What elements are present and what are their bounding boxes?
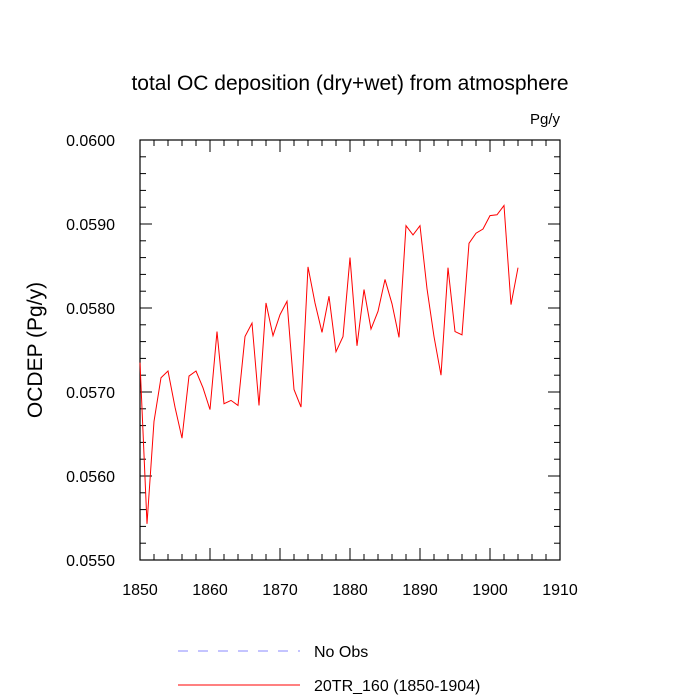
series-layer	[139, 204, 519, 524]
units-label: Pg/y	[530, 111, 561, 128]
y-tick-label: 0.0580	[66, 301, 115, 318]
x-tick-label: 1870	[262, 582, 298, 599]
chart-title: total OC deposition (dry+wet) from atmos…	[131, 72, 568, 95]
legend-label-20tr-160: 20TR_160 (1850-1904)	[314, 678, 480, 695]
x-tick-label: 1850	[122, 582, 158, 599]
y-tick-label: 0.0600	[66, 133, 115, 150]
legend: No Obs 20TR_160 (1850-1904)	[178, 644, 480, 695]
x-tick-label: 1890	[402, 582, 438, 599]
plot-area	[139, 139, 561, 561]
y-tick-label: 0.0590	[66, 217, 115, 234]
x-tick-labels: 1850 1860 1870 1880 1890 1900 1910	[122, 582, 578, 599]
y-tick-label: 0.0550	[66, 553, 115, 570]
y-tick-label: 0.0560	[66, 469, 115, 486]
x-tick-label: 1860	[192, 582, 228, 599]
x-tick-label: 1880	[332, 582, 368, 599]
y-axis-label: OCDEP (Pg/y)	[24, 282, 47, 418]
axis-ticks	[139, 139, 561, 561]
x-tick-label: 1910	[542, 582, 578, 599]
y-tick-label: 0.0570	[66, 385, 115, 402]
x-tick-label: 1900	[472, 582, 508, 599]
legend-label-no-obs: No Obs	[314, 644, 368, 661]
y-tick-labels: 0.0550 0.0560 0.0570 0.0580 0.0590 0.0600	[66, 133, 115, 570]
series-line-1	[139, 204, 519, 524]
